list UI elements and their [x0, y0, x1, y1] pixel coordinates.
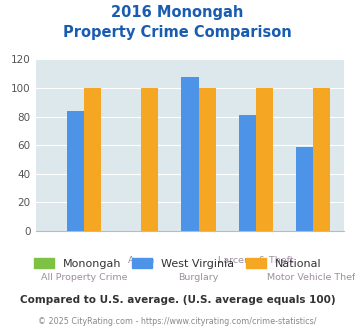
Bar: [296, 147, 313, 231]
Text: Motor Vehicle Theft: Motor Vehicle Theft: [267, 273, 355, 282]
Bar: [181, 77, 198, 231]
Text: Burglary: Burglary: [178, 273, 219, 282]
Text: Arson: Arson: [127, 256, 155, 265]
Text: Compared to U.S. average. (U.S. average equals 100): Compared to U.S. average. (U.S. average …: [20, 295, 335, 305]
Bar: [239, 115, 256, 231]
Bar: [67, 111, 84, 231]
Text: Larceny & Theft: Larceny & Theft: [218, 256, 294, 265]
Text: Property Crime Comparison: Property Crime Comparison: [63, 25, 292, 40]
Bar: [84, 88, 101, 231]
Bar: [198, 88, 216, 231]
Bar: [313, 88, 330, 231]
Text: © 2025 CityRating.com - https://www.cityrating.com/crime-statistics/: © 2025 CityRating.com - https://www.city…: [38, 317, 317, 326]
Bar: [256, 88, 273, 231]
Text: All Property Crime: All Property Crime: [41, 273, 127, 282]
Legend: Monongah, West Virginia, National: Monongah, West Virginia, National: [29, 254, 326, 273]
Bar: [141, 88, 158, 231]
Text: 2016 Monongah: 2016 Monongah: [111, 5, 244, 20]
